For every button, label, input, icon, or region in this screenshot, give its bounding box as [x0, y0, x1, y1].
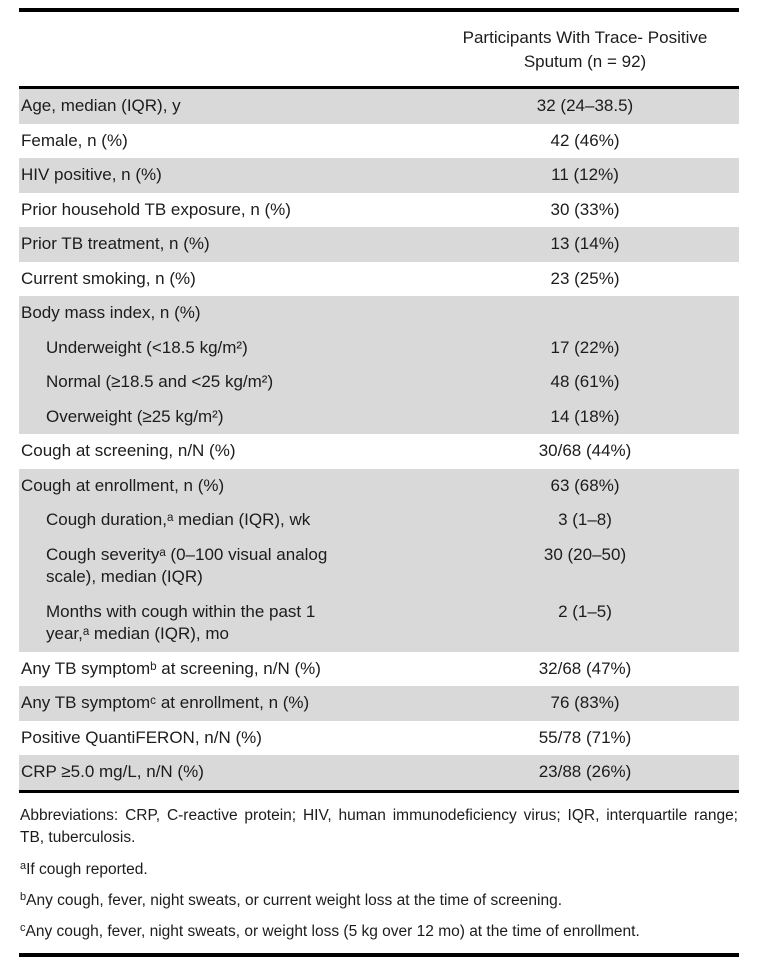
- table-row-prior-tb-treatment: Prior TB treatment, n (%) 13 (14%): [19, 227, 739, 262]
- row-label: Cough at enrollment, n (%): [21, 475, 225, 495]
- row-label: Prior TB treatment, n (%): [21, 234, 210, 253]
- row-label: Cough at screening, n/N (%): [21, 441, 236, 460]
- row-label: Underweight (<18.5 kg/m²): [46, 337, 248, 357]
- row-label: CRP ≥5.0 mg/L, n/N (%): [21, 762, 204, 781]
- header-separator-rule: [19, 86, 739, 89]
- footnote-marker-c: c: [20, 921, 26, 934]
- row-label: Overweight (≥25 kg/m²): [46, 406, 224, 426]
- footnote-text: Any cough, fever, night sweats, or weigh…: [25, 922, 640, 940]
- table-header-row: Participants With Trace- Positive Sputum…: [19, 12, 739, 86]
- column-header: Participants With Trace- Positive Sputum…: [462, 28, 708, 71]
- table-row-normal-bmi: Normal (≥18.5 and <25 kg/m²) 48 (61%): [19, 365, 739, 400]
- row-value: 32/68 (47%): [538, 658, 632, 678]
- table-row-overweight: Overweight (≥25 kg/m²) 14 (18%): [19, 399, 739, 434]
- row-value: 23/88 (26%): [538, 762, 632, 781]
- footnote-c: cAny cough, fever, night sweats, or weig…: [20, 921, 738, 943]
- table-row-cough-severity: Cough severityᵃ (0–100 visual analog sca…: [19, 537, 739, 595]
- table-bottom-rule: [19, 789, 739, 793]
- table-row-age: Age, median (IQR), y 32 (24–38.5): [19, 89, 739, 124]
- table-row-underweight: Underweight (<18.5 kg/m²) 17 (22%): [19, 330, 739, 365]
- footnote-text: If cough reported.: [26, 860, 148, 878]
- table-row-months-with-cough: Months with cough within the past 1 year…: [19, 594, 739, 652]
- top-rule: [19, 8, 739, 12]
- footnote-marker-a: a: [20, 859, 27, 872]
- table-row-female: Female, n (%) 42 (46%): [19, 124, 739, 159]
- header-label-spacer: [19, 26, 431, 74]
- row-label: Any TB symptomᵇ at screening, n/N (%): [21, 658, 321, 678]
- row-label: Cough severityᵃ (0–100 visual analog sca…: [46, 544, 328, 587]
- table-row-crp: CRP ≥5.0 mg/L, n/N (%) 23/88 (26%): [19, 755, 739, 790]
- row-label: Cough duration,ᵃ median (IQR), wk: [46, 510, 311, 529]
- row-value: 3 (1–8): [558, 510, 612, 529]
- row-label: HIV positive, n (%): [21, 165, 162, 184]
- table-row-positive-quantiferon: Positive QuantiFERON, n/N (%) 55/78 (71%…: [19, 721, 739, 756]
- table-body: Age, median (IQR), y 32 (24–38.5) Female…: [19, 89, 739, 790]
- row-value: 30 (20–50): [543, 544, 627, 564]
- table-row-hiv-positive: HIV positive, n (%) 11 (12%): [19, 158, 739, 193]
- row-value: 55/78 (71%): [538, 727, 632, 747]
- footnotes: Abbreviations: CRP, C-reactive protein; …: [19, 793, 739, 943]
- table-row-cough-at-screening: Cough at screening, n/N (%) 30/68 (44%): [19, 434, 739, 469]
- row-value: 30 (33%): [550, 199, 620, 219]
- row-label: Positive QuantiFERON, n/N (%): [21, 727, 262, 747]
- row-value: 32 (24–38.5): [536, 96, 634, 115]
- footnote-marker-b: b: [20, 890, 27, 903]
- row-label: Body mass index, n (%): [21, 303, 201, 322]
- table-row-body-mass-index: Body mass index, n (%): [19, 296, 739, 331]
- row-value: 17 (22%): [550, 337, 620, 357]
- row-label: Current smoking, n (%): [21, 268, 196, 288]
- table-row-any-tb-symptom-enrollment: Any TB symptomᶜ at enrollment, n (%) 76 …: [19, 686, 739, 721]
- row-value: 11 (12%): [551, 165, 619, 184]
- row-value: 48 (61%): [550, 372, 620, 391]
- abbreviations-note: Abbreviations: CRP, C-reactive protein; …: [20, 806, 738, 846]
- participant-characteristics-table: Participants With Trace- Positive Sputum…: [19, 8, 739, 957]
- table-row-cough-duration: Cough duration,ᵃ median (IQR), wk 3 (1–8…: [19, 503, 739, 538]
- footnote-text: Any cough, fever, night sweats, or curre…: [26, 891, 563, 909]
- row-label: Normal (≥18.5 and <25 kg/m²): [46, 372, 274, 391]
- row-label: Any TB symptomᶜ at enrollment, n (%): [21, 693, 310, 712]
- row-value: 23 (25%): [550, 268, 620, 288]
- row-label: Age, median (IQR), y: [21, 96, 181, 115]
- row-label: Prior household TB exposure, n (%): [21, 199, 291, 219]
- footnote-b: bAny cough, fever, night sweats, or curr…: [20, 890, 738, 912]
- row-value: 63 (68%): [550, 475, 620, 495]
- row-label: Female, n (%): [21, 130, 128, 150]
- table-row-cough-at-enrollment: Cough at enrollment, n (%) 63 (68%): [19, 468, 739, 503]
- row-value: 2 (1–5): [558, 601, 612, 621]
- row-value: 14 (18%): [550, 406, 620, 426]
- table-row-current-smoking: Current smoking, n (%) 23 (25%): [19, 262, 739, 297]
- row-value: 30/68 (44%): [538, 441, 632, 460]
- page-bottom-rule: [19, 952, 739, 957]
- row-value: 42 (46%): [550, 130, 620, 150]
- row-value: 13 (14%): [550, 234, 620, 253]
- row-label: Months with cough within the past 1 year…: [46, 601, 316, 644]
- footnote-a: aIf cough reported.: [20, 859, 738, 881]
- table-row-any-tb-symptom-screening: Any TB symptomᵇ at screening, n/N (%) 32…: [19, 652, 739, 687]
- table-row-prior-household-tb-exposure: Prior household TB exposure, n (%) 30 (3…: [19, 193, 739, 228]
- row-value: 76 (83%): [550, 693, 620, 712]
